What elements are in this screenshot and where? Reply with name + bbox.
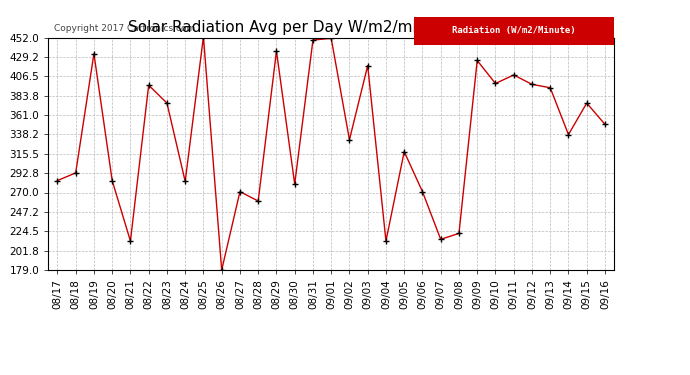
Title: Solar Radiation Avg per Day W/m2/minute 20170916: Solar Radiation Avg per Day W/m2/minute … (128, 20, 534, 35)
Text: Copyright 2017 Cartronics.com: Copyright 2017 Cartronics.com (54, 24, 195, 33)
Text: Radiation (W/m2/Minute): Radiation (W/m2/Minute) (452, 26, 576, 36)
